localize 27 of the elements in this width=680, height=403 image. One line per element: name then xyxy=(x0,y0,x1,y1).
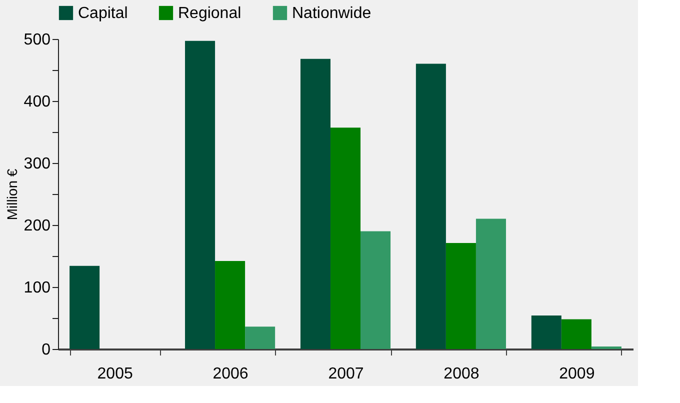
bar xyxy=(416,64,446,349)
y-tick-label: 400 xyxy=(24,94,51,110)
y-tick-label: 0 xyxy=(42,342,51,358)
bar xyxy=(330,128,361,349)
y-tick-label: 100 xyxy=(24,280,51,296)
x-tick-label: 2005 xyxy=(97,366,133,382)
bar xyxy=(446,242,476,349)
bar xyxy=(70,266,100,349)
x-tick-label: 2009 xyxy=(559,366,595,382)
x-tick-label: 2007 xyxy=(328,366,364,382)
bar xyxy=(245,326,276,349)
bar xyxy=(300,58,330,349)
bar xyxy=(215,260,246,349)
legend-label: Capital xyxy=(78,5,128,22)
bar xyxy=(476,218,506,349)
y-tick-label: 300 xyxy=(24,156,51,172)
y-tick-label: 200 xyxy=(24,218,51,234)
bar xyxy=(360,231,391,349)
bar xyxy=(185,40,216,349)
y-tick-label: 500 xyxy=(24,32,51,48)
x-tick-label: 2008 xyxy=(444,366,480,382)
legend-label: Regional xyxy=(178,5,242,22)
bar xyxy=(561,319,592,349)
bar xyxy=(531,316,562,349)
y-axis-title: Million € xyxy=(4,168,20,220)
legend-label: Nationwide xyxy=(292,5,372,22)
x-tick-label: 2006 xyxy=(212,366,248,382)
